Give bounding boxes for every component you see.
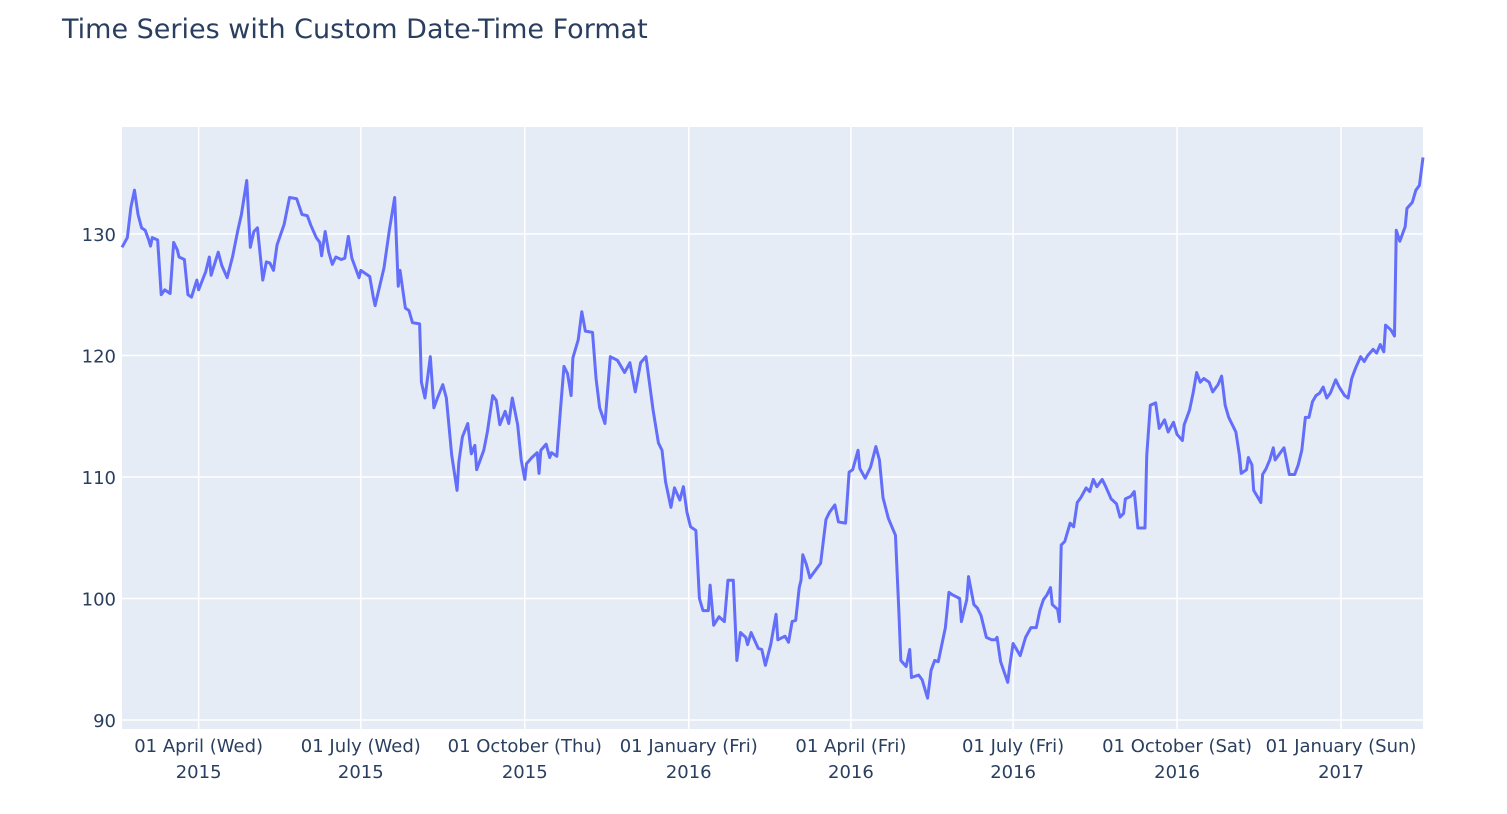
- x-tick-label: 01 July (Wed) 2015: [301, 736, 421, 783]
- x-tick-label: 01 October (Thu) 2015: [448, 736, 602, 783]
- y-tick-label: 100: [82, 589, 116, 610]
- y-tick-label: 90: [93, 711, 116, 732]
- x-tick-label: 01 April (Fri) 2016: [795, 736, 906, 783]
- x-tick-label: 01 October (Sat) 2016: [1102, 736, 1252, 783]
- y-tick-label: 110: [82, 468, 116, 489]
- y-tick-label: 130: [82, 225, 116, 246]
- x-tick-label: 01 April (Wed) 2015: [134, 736, 263, 783]
- chart-title: Time Series with Custom Date-Time Format: [61, 14, 648, 45]
- y-tick-label: 120: [82, 346, 116, 367]
- x-tick-label: 01 January (Sun) 2017: [1266, 736, 1417, 783]
- x-tick-label: 01 July (Fri) 2016: [962, 736, 1064, 783]
- data-line: [120, 157, 1425, 700]
- x-tick-label: 01 January (Fri) 2016: [620, 736, 758, 783]
